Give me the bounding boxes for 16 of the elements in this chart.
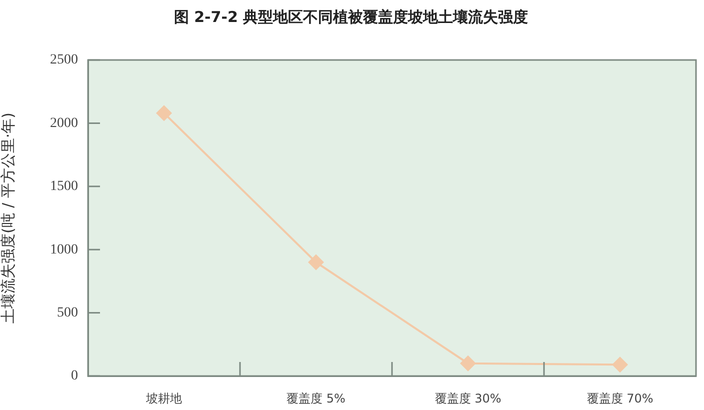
point [460,355,476,372]
y-tick-label: 2500 [50,52,78,68]
x-tick-label: 覆盖度 30% [434,391,502,406]
y-tick-label: 1500 [50,179,78,194]
x-tick-label: 覆盖度 70% [586,391,654,406]
point [612,356,628,373]
y-tick-label: 2000 [50,116,78,131]
y-tick-label: 0 [71,368,78,384]
x-tick-label: 覆盖度 5% [286,391,346,406]
chart-title: 图 2-7-2 典型地区不同植被覆盖度坡地土壤流失强度 [174,8,528,26]
y-axis-title: 土壤流失强度(吨 / 平方公里·年) [0,112,17,324]
y-tick-label: 500 [57,305,78,320]
y-tick-label: 1000 [50,242,78,258]
x-tick-label: 坡耕地 [145,391,182,406]
point [308,254,324,270]
point [156,105,172,122]
